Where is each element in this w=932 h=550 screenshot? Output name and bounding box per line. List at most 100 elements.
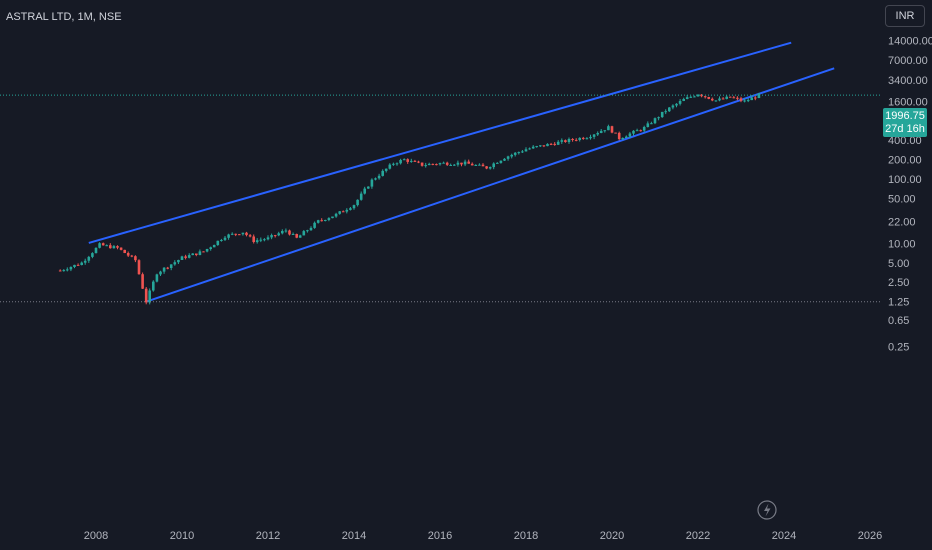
candle	[162, 267, 166, 274]
candle	[728, 96, 732, 98]
x-tick-label: 2016	[428, 530, 452, 542]
candle	[589, 134, 592, 140]
candle	[195, 253, 198, 257]
candle	[542, 145, 546, 148]
candle	[617, 131, 621, 141]
candle	[220, 238, 223, 242]
candle	[560, 138, 564, 144]
candle	[703, 95, 707, 99]
candle	[291, 232, 295, 235]
candle	[288, 229, 291, 236]
candle	[757, 92, 761, 99]
x-axis-labels: 2008 2010 2012 2014 2016 2018 2020 2022 2024 2026	[84, 530, 882, 542]
candle	[309, 226, 313, 231]
candle	[313, 221, 316, 229]
candle	[356, 199, 359, 207]
candle	[653, 117, 657, 125]
candle	[134, 255, 137, 263]
candle	[732, 95, 736, 99]
x-tick-label: 2022	[686, 530, 710, 542]
candle	[754, 96, 757, 101]
upper-trendline[interactable]	[88, 41, 792, 244]
y-tick-label: 50.00	[888, 193, 916, 205]
y-tick-label: 14000.00	[888, 36, 932, 48]
candle	[607, 124, 610, 131]
candle	[205, 248, 209, 253]
candle	[173, 260, 177, 266]
y-tick-label: 1.25	[888, 297, 909, 309]
candle	[746, 98, 750, 103]
candle	[273, 234, 277, 238]
candle	[614, 132, 617, 134]
candle	[463, 159, 467, 167]
x-tick-label: 2020	[600, 530, 624, 542]
candle	[402, 158, 406, 161]
candle	[345, 208, 349, 214]
candle	[62, 269, 66, 272]
candle	[388, 163, 392, 170]
candle	[238, 234, 241, 236]
candle	[177, 259, 180, 264]
candle	[98, 242, 101, 249]
candle	[546, 143, 549, 147]
candle	[399, 158, 402, 165]
candle	[689, 95, 693, 98]
candle	[431, 163, 435, 166]
candle	[582, 136, 585, 140]
candle	[252, 234, 255, 244]
candle	[137, 259, 141, 275]
candle	[707, 96, 710, 100]
candle	[496, 162, 499, 164]
y-tick-label: 200.00	[888, 155, 922, 167]
candle	[94, 247, 98, 254]
candle	[603, 130, 607, 133]
candle	[442, 161, 445, 164]
candle	[750, 95, 753, 101]
candle	[521, 150, 524, 153]
currency-button[interactable]: INR	[885, 5, 925, 27]
candle	[625, 135, 628, 138]
candle	[155, 273, 159, 283]
candle	[126, 251, 130, 257]
candle	[406, 158, 409, 164]
y-tick-label: 1600.00	[888, 96, 928, 108]
y-tick-label: 100.00	[888, 174, 922, 186]
candle	[564, 139, 567, 143]
candle	[488, 166, 492, 170]
candle	[449, 163, 452, 166]
candle	[234, 233, 237, 237]
candle	[438, 162, 442, 166]
y-tick-label: 0.25	[888, 342, 909, 354]
candle	[671, 104, 675, 110]
candle	[76, 263, 80, 266]
lower-trendline[interactable]	[145, 67, 835, 303]
lightning-icon[interactable]	[757, 500, 777, 520]
candle	[556, 140, 560, 145]
trendlines[interactable]	[88, 41, 835, 303]
candle	[711, 97, 714, 102]
candle	[91, 252, 94, 259]
candle	[517, 151, 521, 155]
bar-countdown: 27d 16h	[885, 123, 925, 135]
x-tick-label: 2010	[170, 530, 194, 542]
candle	[478, 163, 481, 166]
candle	[277, 231, 280, 237]
y-tick-label: 400.00	[888, 135, 922, 147]
y-tick-label: 22.00	[888, 216, 916, 228]
candle	[413, 159, 417, 162]
x-tick-label: 2012	[256, 530, 280, 542]
candle	[123, 249, 126, 254]
candle	[549, 142, 553, 146]
candle	[381, 169, 384, 177]
candle	[259, 237, 263, 243]
candle	[553, 142, 556, 146]
candle	[646, 121, 650, 128]
candle	[531, 145, 535, 149]
candle	[621, 137, 624, 141]
candle	[80, 261, 83, 266]
candle	[395, 162, 399, 166]
candle	[255, 238, 259, 244]
candle	[420, 162, 424, 167]
candle	[567, 137, 571, 144]
